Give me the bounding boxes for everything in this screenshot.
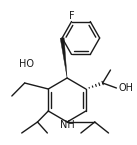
- Text: OH: OH: [118, 83, 133, 93]
- Text: NH: NH: [60, 120, 75, 130]
- Text: F: F: [69, 11, 74, 21]
- Polygon shape: [60, 38, 67, 78]
- Text: HO: HO: [19, 59, 34, 69]
